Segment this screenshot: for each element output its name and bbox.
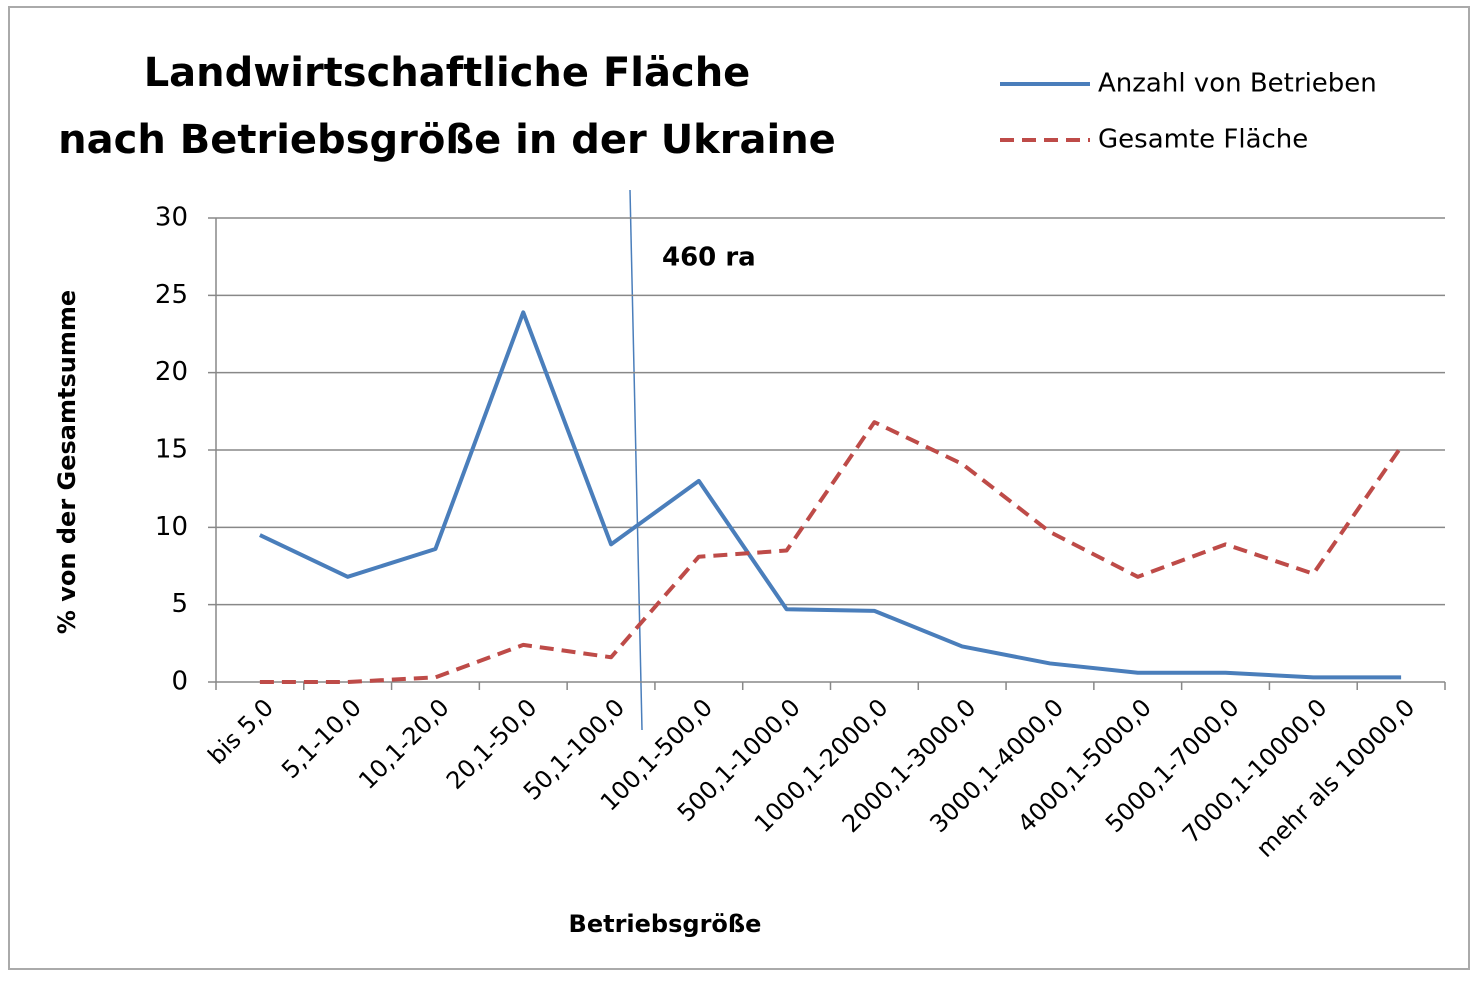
y-axis-label: % von der Gesamtsumme: [53, 290, 81, 634]
annotation: 460 ra: [662, 243, 756, 273]
y-tick-label: 10: [155, 512, 188, 542]
y-tick-label: 5: [171, 589, 188, 619]
chart-title: nach Betriebsgröße in der Ukraine: [58, 117, 836, 163]
chart-title: Landwirtschaftliche Fläche: [144, 50, 751, 96]
annotation-line: [629, 189, 643, 731]
series-line: [259, 310, 1402, 680]
y-tick-label: 20: [155, 357, 188, 387]
y-tick-label: 25: [155, 280, 188, 310]
y-tick-label: 0: [171, 667, 188, 697]
chart-border: [8, 6, 1470, 970]
y-tick-label: 15: [155, 435, 188, 465]
x-axis-label: Betriebsgröße: [569, 910, 762, 938]
legend-label: Anzahl von Betrieben: [1098, 69, 1377, 99]
y-tick-label: 30: [155, 203, 188, 233]
legend-label: Gesamte Fläche: [1098, 125, 1308, 155]
